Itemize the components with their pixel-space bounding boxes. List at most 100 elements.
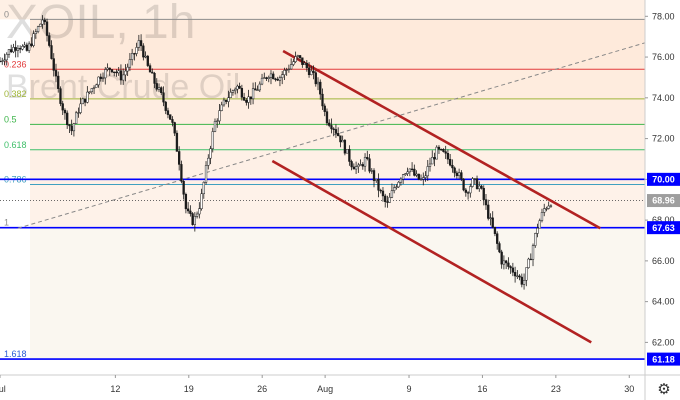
x-tick-label: 16 — [477, 384, 487, 394]
candle-body — [534, 233, 537, 246]
candle — [92, 85, 96, 95]
candle-body — [207, 157, 210, 166]
candle-body — [234, 88, 237, 91]
candle-body — [139, 40, 143, 47]
candle-body — [14, 47, 17, 51]
candle-body — [310, 70, 313, 75]
candle — [164, 100, 167, 115]
price-badge-67-63: 67.63 — [647, 221, 680, 235]
candle — [113, 71, 116, 77]
candle — [424, 171, 427, 182]
candle — [370, 168, 373, 174]
candle-body — [231, 90, 235, 93]
candle — [186, 202, 190, 214]
candle-body — [178, 151, 181, 165]
candle — [529, 253, 532, 261]
candle-body — [269, 73, 273, 78]
candle-body — [343, 140, 347, 154]
candle-body — [547, 205, 550, 209]
candle-body — [529, 258, 532, 261]
candle — [545, 206, 548, 212]
candle-body — [79, 103, 82, 113]
candle — [204, 161, 208, 185]
candle — [466, 190, 470, 200]
candle-body — [522, 280, 526, 285]
candle-body — [440, 148, 443, 151]
candle — [504, 259, 508, 270]
candle-body — [200, 193, 203, 209]
candle — [72, 122, 76, 137]
candle — [484, 193, 488, 210]
candle-body — [70, 125, 73, 132]
candle — [61, 100, 64, 116]
candle — [169, 114, 172, 120]
candle-body — [321, 93, 324, 107]
candle — [180, 160, 183, 184]
candle-body — [316, 81, 320, 85]
candle — [401, 173, 405, 184]
candle — [153, 71, 156, 89]
y-tick-label: 68.00 — [652, 215, 675, 225]
candle-body — [213, 121, 217, 132]
candle-body — [157, 87, 161, 90]
candle — [444, 145, 447, 159]
candle-body — [301, 57, 304, 65]
candle-body — [43, 19, 46, 23]
y-tick-label: 74.00 — [652, 93, 675, 103]
price-badge-67-63-bg — [647, 221, 680, 235]
candle-body — [175, 132, 179, 152]
candle — [119, 64, 123, 85]
candle — [1, 57, 4, 65]
candle-body — [363, 156, 367, 167]
candle — [124, 64, 127, 82]
candle-body — [54, 70, 58, 77]
candle-body — [59, 88, 62, 104]
candle-body — [27, 43, 31, 51]
candle — [70, 119, 73, 136]
candle — [213, 118, 217, 133]
candle-body — [348, 149, 351, 162]
candle-body — [48, 35, 51, 46]
candle — [496, 231, 499, 250]
candle — [480, 184, 483, 190]
candle — [66, 110, 69, 129]
candle-body — [169, 114, 172, 120]
candle-body — [281, 74, 284, 78]
candle — [285, 67, 288, 76]
candle-body — [298, 55, 302, 59]
candle — [68, 124, 71, 133]
candle — [455, 170, 459, 179]
candle — [30, 37, 33, 48]
candle-body — [227, 97, 230, 102]
candle-body — [142, 45, 145, 58]
candle-body — [433, 157, 436, 160]
candle-body — [507, 262, 510, 267]
candle-body — [240, 88, 244, 98]
candle-body — [180, 164, 183, 182]
candle-body — [319, 81, 322, 95]
candle-body — [487, 204, 490, 219]
candle-body — [413, 168, 416, 176]
candle — [453, 166, 456, 178]
gear-icon[interactable]: ⚙ — [657, 380, 671, 398]
candle-body — [469, 186, 472, 194]
candle-body — [137, 40, 141, 48]
candle-body — [466, 192, 470, 194]
candle — [95, 83, 98, 88]
candle-body — [536, 227, 539, 234]
candle — [236, 84, 239, 94]
candle — [399, 177, 403, 186]
candle — [303, 60, 306, 65]
candle-body — [516, 275, 519, 277]
candle-body — [254, 88, 257, 91]
candle — [57, 71, 60, 93]
candle — [110, 69, 114, 74]
candle-body — [500, 251, 503, 265]
candle-body — [314, 72, 317, 85]
candle-body — [330, 125, 333, 130]
trendline-channel-lower — [271, 159, 592, 344]
candle-body — [12, 47, 15, 53]
candle — [478, 181, 481, 192]
candle — [406, 167, 409, 176]
candle — [274, 77, 277, 82]
